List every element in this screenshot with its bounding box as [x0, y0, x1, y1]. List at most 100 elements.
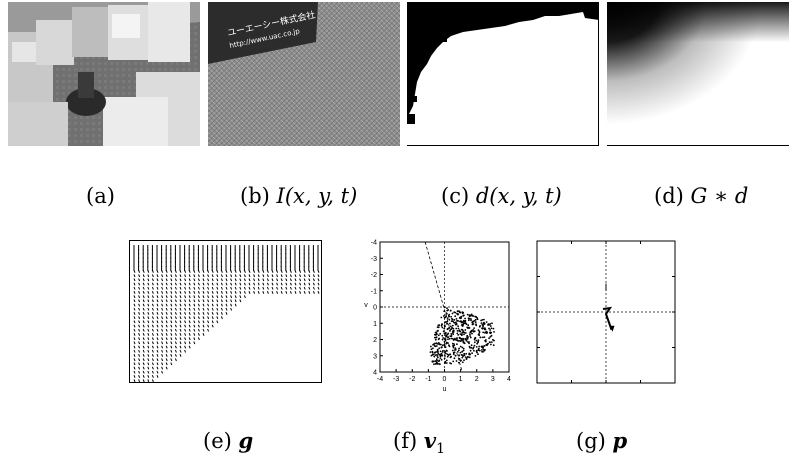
y-tick-label: -4 [371, 240, 377, 247]
field-arrow [308, 278, 311, 282]
field-arrow [161, 286, 164, 290]
field-arrow [165, 270, 168, 273]
data-point [434, 333, 436, 336]
data-point [450, 335, 453, 337]
field-arrow [165, 307, 168, 311]
field-arrow [138, 270, 141, 273]
y-tick-label: 2 [373, 337, 377, 344]
field-arrow [188, 307, 191, 311]
field-arrow [216, 303, 219, 307]
field-arrow [211, 320, 214, 324]
field-arrow [184, 295, 187, 299]
data-point [472, 330, 475, 333]
data-point [456, 337, 458, 339]
field-arrow [188, 341, 191, 345]
field-arrow [184, 345, 187, 349]
field-arrow [147, 362, 150, 366]
data-point [482, 322, 485, 325]
field-arrow [211, 312, 214, 315]
field-arrow [151, 362, 154, 366]
data-point [436, 353, 438, 356]
data-point [471, 323, 474, 326]
field-arrow [280, 286, 283, 290]
data-point [493, 331, 495, 333]
data-point [465, 340, 468, 342]
field-arrow [188, 295, 191, 299]
data-point [443, 357, 446, 360]
data-point [431, 360, 434, 363]
field-arrow [211, 270, 214, 273]
data-point [448, 345, 451, 348]
field-arrow [179, 278, 182, 282]
field-arrow [253, 274, 256, 278]
field-arrow [220, 299, 223, 303]
photo-a-robot-boxes [8, 2, 200, 146]
field-arrow [239, 291, 242, 294]
field-arrow [161, 354, 164, 357]
field-arrow [179, 282, 182, 286]
field-arrow [225, 312, 228, 315]
field-arrow [197, 274, 200, 278]
field-arrow [147, 370, 150, 374]
field-arrow [193, 333, 196, 336]
field-arrow [165, 312, 168, 315]
field-arrow [142, 345, 145, 349]
field-arrow [147, 358, 150, 362]
data-point [452, 346, 455, 349]
data-point [449, 353, 451, 356]
field-arrow [142, 358, 145, 362]
data-point [484, 348, 486, 351]
field-arrow [133, 320, 136, 324]
field-arrow [193, 307, 196, 311]
field-arrow [165, 324, 168, 328]
field-arrow [138, 295, 141, 299]
field-arrow [207, 270, 210, 273]
data-point [457, 351, 459, 353]
field-arrow [138, 320, 141, 324]
y-tick-label: -3 [371, 256, 377, 263]
field-arrow [257, 270, 260, 273]
field-arrow [179, 270, 182, 273]
field-arrow [308, 274, 311, 278]
field-arrow [179, 291, 182, 294]
field-arrow [161, 349, 164, 353]
caption-c: (c) d(x, y, t) [441, 184, 562, 208]
field-arrow [138, 375, 141, 378]
data-point [464, 337, 467, 340]
data-point [458, 357, 461, 360]
field-arrow [147, 328, 150, 332]
field-arrow [211, 274, 214, 278]
field-arrow [151, 286, 154, 290]
field-arrow [197, 312, 200, 315]
data-point [467, 324, 470, 327]
data-point [468, 314, 471, 316]
field-arrow [271, 282, 274, 286]
data-point [461, 346, 464, 349]
data-point [454, 321, 456, 324]
field-arrow [266, 282, 269, 286]
field-arrow [184, 320, 187, 324]
field-arrow [225, 299, 228, 303]
data-point [445, 352, 447, 355]
field-arrow [133, 345, 136, 349]
field-arrow [165, 282, 168, 286]
field-arrow [156, 274, 159, 278]
field-arrow [179, 341, 182, 345]
data-point [431, 354, 434, 356]
field-arrow [147, 295, 150, 299]
field-arrow [188, 324, 191, 328]
field-arrow [170, 349, 173, 353]
data-point [433, 355, 436, 358]
field-arrow [170, 345, 173, 349]
data-point [475, 350, 478, 353]
data-point [481, 336, 484, 339]
data-point [446, 353, 449, 356]
data-point [457, 327, 460, 330]
data-point [450, 337, 453, 340]
field-arrow [289, 286, 292, 290]
field-arrow [174, 270, 177, 273]
data-point [490, 343, 492, 346]
data-point [442, 349, 444, 352]
data-point [454, 347, 457, 350]
field-arrow [202, 295, 205, 299]
